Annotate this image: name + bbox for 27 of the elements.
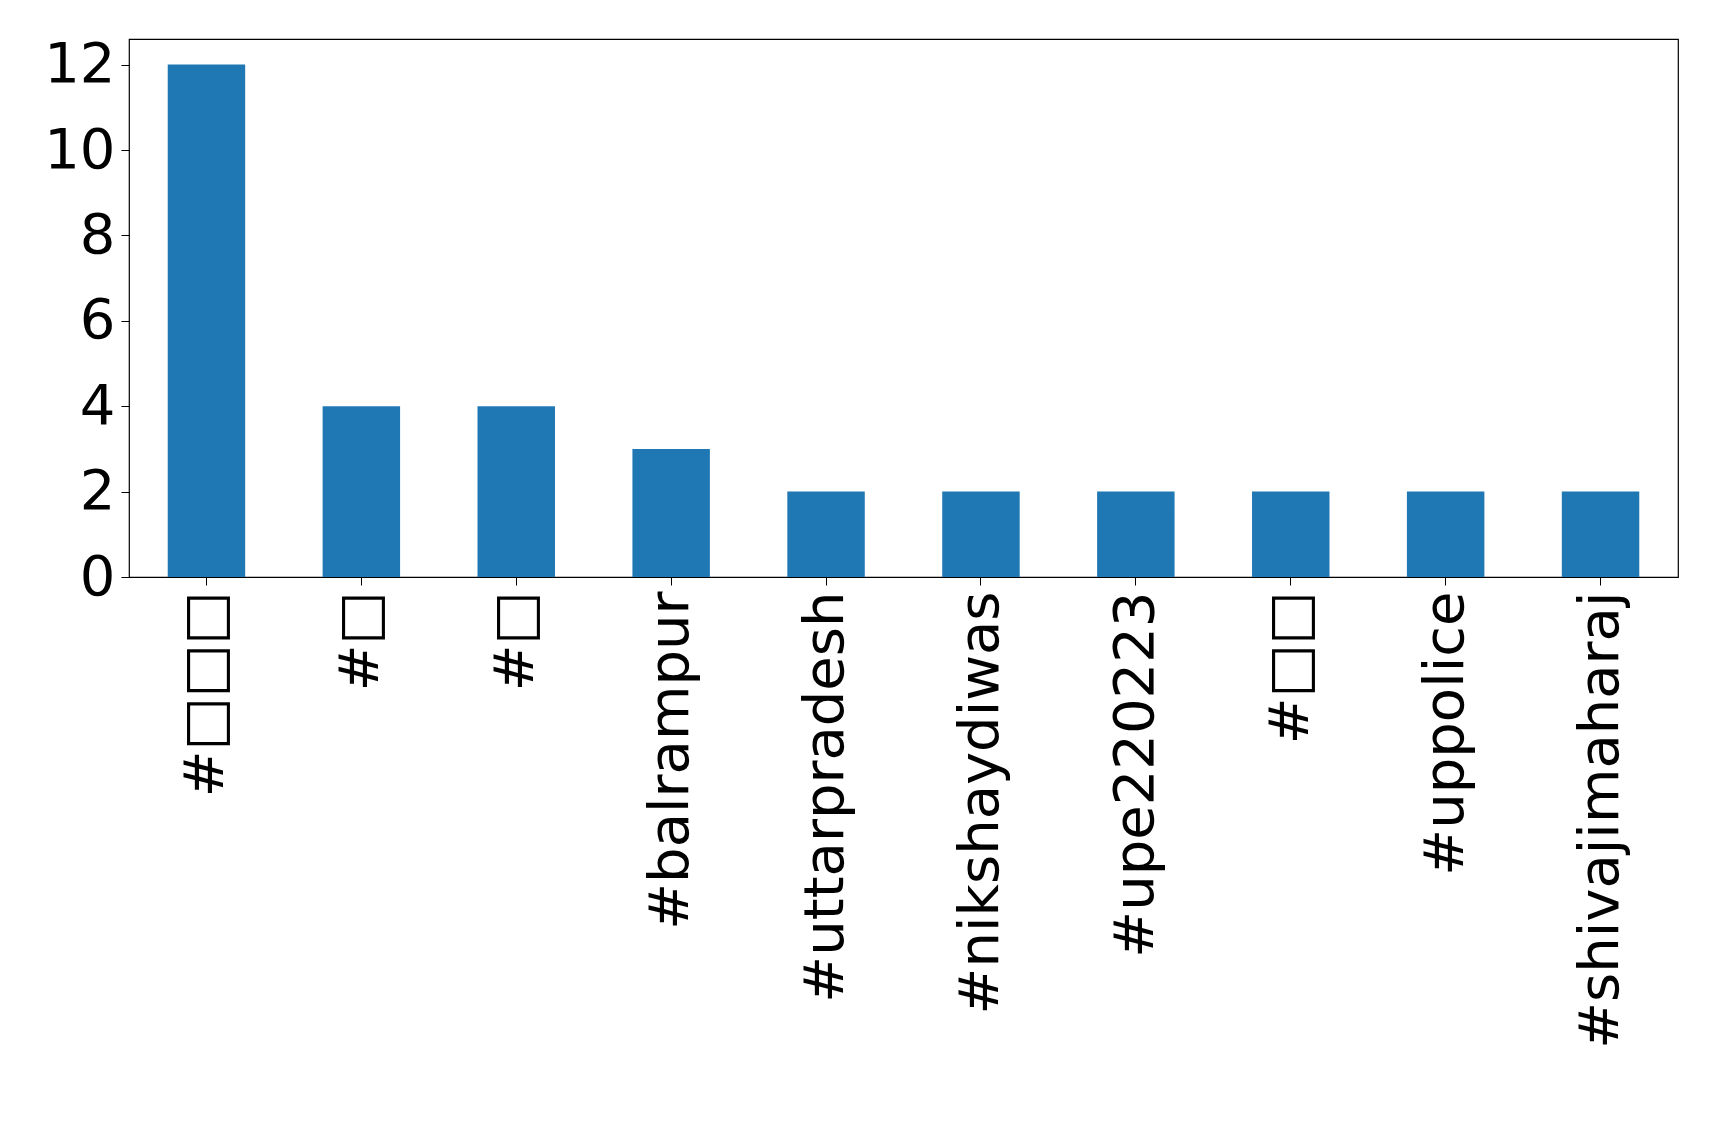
x-tick-label: #□ (481, 591, 547, 692)
bar (632, 448, 710, 577)
x-tick-label: #upe220223 (1100, 591, 1166, 958)
bar (322, 406, 401, 577)
y-tick-label: 10 (44, 115, 116, 181)
x-tick-label: #uppolice (1410, 591, 1476, 876)
bar (1252, 491, 1330, 577)
x-tick-label: #nikshaydiwas (945, 591, 1011, 1015)
bar (477, 406, 555, 577)
y-tick-label: 4 (79, 371, 116, 437)
y-tick-label: 12 (44, 30, 116, 96)
y-tick-label: 6 (79, 286, 116, 352)
y-tick-label: 2 (79, 457, 116, 523)
bar (167, 64, 246, 577)
bar (787, 491, 865, 577)
bar (942, 491, 1020, 577)
x-tick-label: #□ (326, 591, 392, 692)
x-tick-label: #□□□ (171, 591, 237, 798)
x-tick-label: #□□ (1255, 591, 1321, 745)
y-tick-label: 8 (79, 200, 116, 266)
bar (1406, 491, 1485, 577)
x-tick-label: #shivajimaharaj (1565, 591, 1631, 1049)
bar (1097, 491, 1175, 577)
x-tick-label: #uttarpradesh (791, 591, 857, 1003)
x-tick-label: #balrampur (636, 590, 702, 930)
bar (1561, 491, 1640, 577)
y-tick-label: 0 (79, 542, 116, 608)
